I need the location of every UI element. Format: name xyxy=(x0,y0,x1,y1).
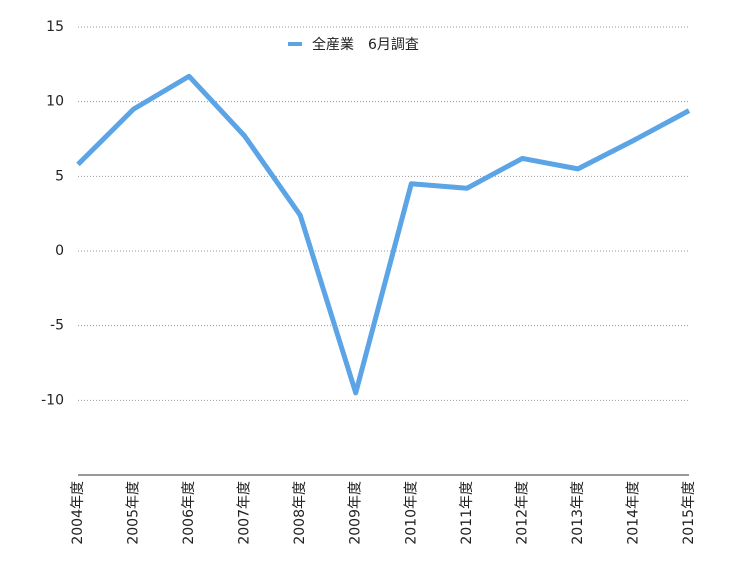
legend-label: 全産業 6月調査 xyxy=(312,36,419,53)
x-tick-label: 2013年度 xyxy=(570,481,586,545)
y-tick-label: -10 xyxy=(41,392,64,408)
y-tick-label: 10 xyxy=(46,94,64,110)
line xyxy=(76,73,691,396)
x-tick-label: 2004年度 xyxy=(70,481,86,545)
x-tick-label: 2009年度 xyxy=(348,481,364,545)
y-tick-label: -5 xyxy=(50,318,64,334)
x-tick-label: 2011年度 xyxy=(459,481,475,545)
x-tick-label: 2014年度 xyxy=(625,481,641,545)
y-tick-label: 5 xyxy=(55,168,64,184)
y-tick-label: 15 xyxy=(46,19,64,35)
x-tick-label: 2007年度 xyxy=(237,481,253,545)
x-tick-label: 2012年度 xyxy=(514,481,530,545)
x-tick-label: 2005年度 xyxy=(126,481,142,545)
x-tick-label: 2008年度 xyxy=(292,481,308,545)
y-tick-label: 0 xyxy=(55,243,64,259)
x-tick-label: 2010年度 xyxy=(403,481,419,545)
x-tick-label: 2015年度 xyxy=(681,481,697,545)
x-tick-label: 2006年度 xyxy=(181,481,197,545)
